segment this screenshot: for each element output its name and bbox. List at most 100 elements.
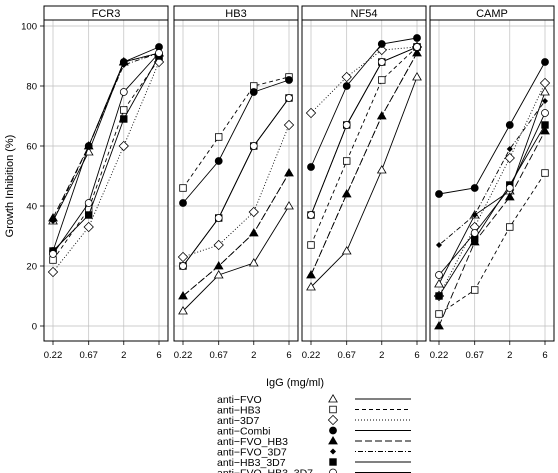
panel-border: [429, 5, 555, 342]
legend-marker: [329, 405, 337, 414]
legend-label: anti−FVO_HB3_3D7: [217, 468, 313, 473]
data-point: [506, 223, 514, 231]
data-point: [284, 201, 294, 210]
data-point: [215, 133, 223, 141]
panel-border: [173, 5, 299, 342]
legend-entry: anti−FVO_3D7: [217, 447, 411, 459]
y-axis: 0 20 40 60 80 100: [21, 22, 44, 333]
data-point: [435, 271, 443, 279]
y-tick-label: 40: [26, 202, 37, 213]
data-point: [215, 262, 222, 270]
legend-marker: [328, 436, 338, 445]
data-point: [85, 211, 93, 219]
series-line: [182, 79, 290, 204]
data-point: [283, 119, 295, 131]
data-point: [376, 165, 387, 174]
data-point: [377, 40, 386, 48]
y-tick-label: 20: [26, 262, 37, 273]
data-point: [434, 321, 444, 330]
data-point: [120, 115, 128, 123]
data-point: [307, 163, 315, 171]
data-point: [47, 266, 59, 278]
series-line: [52, 55, 160, 252]
data-point: [341, 246, 352, 255]
x-tick-label: 0.22: [44, 350, 63, 361]
data-point: [377, 58, 386, 66]
data-point: [539, 77, 551, 89]
x-tick-label: 2: [121, 350, 126, 361]
data-point: [471, 286, 479, 294]
y-tick-label: 100: [21, 22, 37, 33]
series-line: [182, 124, 290, 258]
x-tick-label: 0.22: [430, 350, 449, 361]
data-point: [471, 211, 478, 219]
data-point: [413, 49, 421, 57]
panel-camp: CAMP 0.22 0.67 2 6: [429, 5, 555, 361]
x-tick-label: 2: [251, 350, 256, 361]
legend-label: anti−3D7: [217, 415, 259, 427]
legend-label: anti−FVO: [217, 394, 262, 406]
data-point: [342, 82, 351, 90]
data-point: [178, 306, 188, 315]
legend-label: anti−FVO_3D7: [217, 447, 287, 459]
data-point: [435, 292, 443, 300]
legend-entry: anti−HB3: [217, 405, 411, 417]
legend: anti−FVOanti−HB3anti−3D7anti−Combianti−F…: [217, 394, 411, 473]
data-point: [541, 97, 549, 105]
legend-marker: [329, 448, 337, 455]
data-point: [342, 121, 351, 129]
x-tick-label: 6: [286, 350, 291, 361]
series-line: [182, 76, 290, 189]
data-point: [307, 211, 315, 219]
x-tick-label: 6: [414, 350, 419, 361]
data-point: [49, 217, 57, 225]
data-point: [214, 214, 223, 222]
series-line: [52, 52, 160, 255]
series-line: [438, 61, 546, 195]
series-line: [438, 112, 546, 276]
series-line: [52, 58, 160, 261]
legend-marker: [329, 468, 337, 473]
data-point: [285, 94, 293, 102]
data-point: [214, 157, 223, 165]
data-point: [249, 88, 258, 96]
data-point: [213, 239, 224, 251]
data-point: [470, 229, 479, 237]
data-point: [249, 142, 258, 150]
data-point: [378, 76, 386, 84]
series-line: [182, 205, 290, 312]
legend-entry: anti−FVO_HB3: [217, 436, 411, 448]
series-line: [438, 172, 546, 315]
data-point: [504, 152, 515, 164]
series-line: [310, 37, 418, 168]
x-tick-label: 0.67: [209, 350, 228, 361]
panel-hb3: HB3 0.22 0.67 2 6: [173, 5, 299, 361]
data-point: [540, 87, 550, 96]
data-point: [541, 169, 549, 177]
x-tick-label: 0.67: [79, 350, 98, 361]
data-point: [179, 184, 187, 192]
legend-label: anti−HB3_3D7: [217, 457, 286, 469]
data-point: [306, 282, 316, 291]
series-line: [310, 76, 418, 288]
data-point: [412, 72, 422, 81]
series-line: [182, 172, 290, 297]
legend-label: anti−Combi: [217, 426, 270, 438]
data-point: [434, 279, 444, 288]
data-point: [341, 71, 352, 83]
data-point: [435, 241, 443, 249]
data-point: [504, 192, 515, 201]
panel-border: [43, 5, 169, 342]
series-line: [438, 124, 546, 297]
x-tick-label: 0.67: [465, 350, 484, 361]
panel-nf54: NF54 0.22 0.67 2 6: [301, 5, 427, 361]
data-point: [248, 206, 259, 218]
legend-marker: [329, 426, 337, 435]
x-tick-label: 6: [156, 350, 161, 361]
data-point: [85, 142, 92, 150]
data-point: [83, 221, 94, 233]
panel-fcr3: FCR3 0.22 0.67 2 6: [43, 5, 169, 361]
data-point: [506, 145, 513, 153]
legend-entry: anti−FVO: [217, 394, 411, 406]
